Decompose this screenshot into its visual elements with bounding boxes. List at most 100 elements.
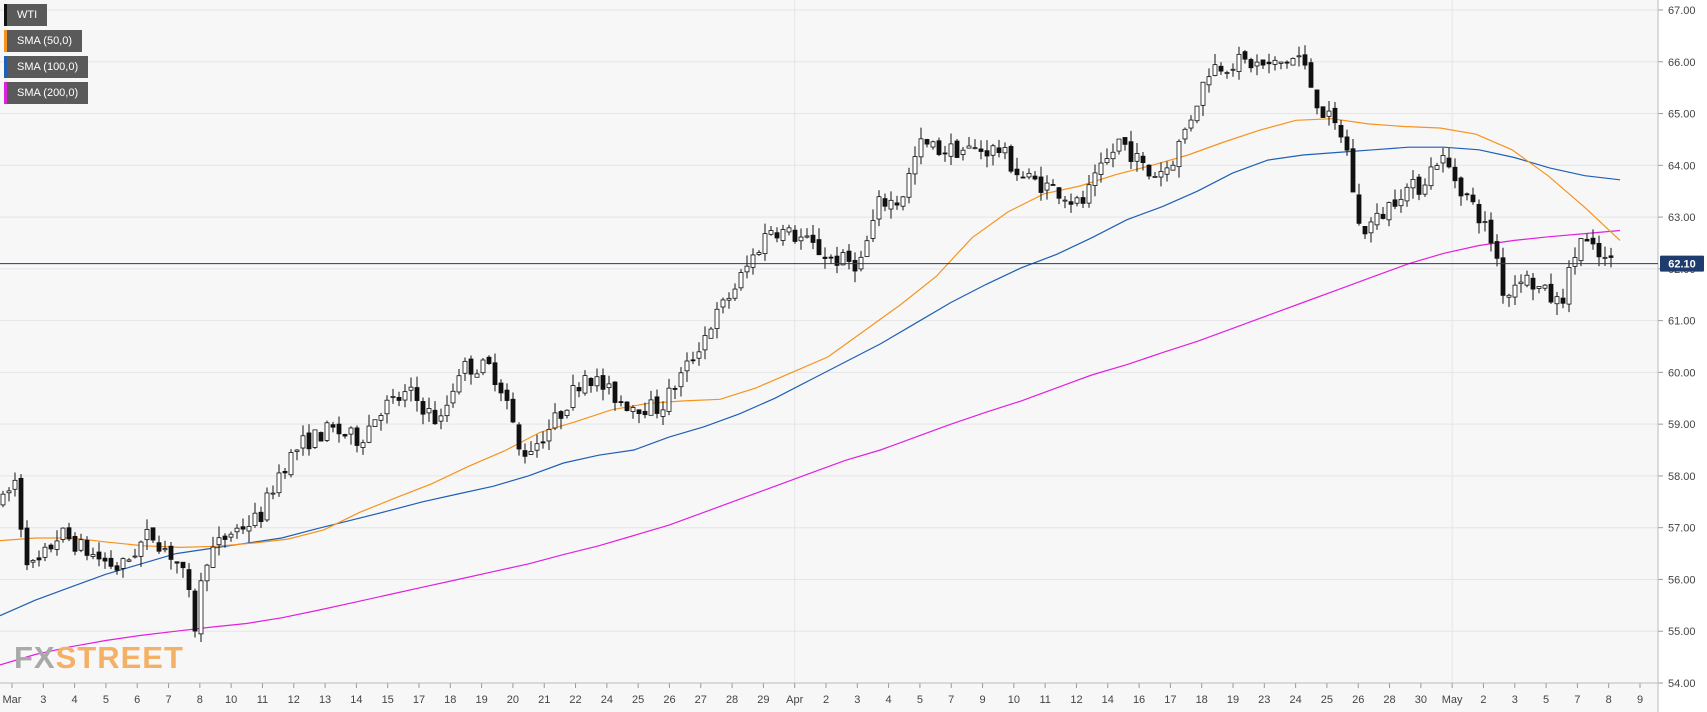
candle-body: [444, 404, 450, 417]
candle-body: [144, 529, 150, 541]
x-tick-label: 3: [854, 694, 860, 706]
sma100-line: [0, 146, 1621, 617]
x-tick-label: 10: [225, 694, 237, 706]
candle-body: [924, 139, 930, 145]
x-tick-label: 18: [444, 694, 456, 706]
candle-body: [816, 239, 822, 256]
candle-body: [228, 533, 234, 538]
legend-swatch-sma50: [4, 30, 7, 52]
candle-body: [1182, 128, 1188, 140]
candle-body: [1416, 176, 1422, 195]
candle-body: [78, 539, 84, 551]
x-tick-label: 8: [197, 694, 203, 706]
candle-body: [1212, 64, 1218, 76]
candle-body: [786, 227, 792, 233]
candle-body: [342, 434, 348, 437]
candle-body: [600, 375, 606, 390]
candle-body: [672, 388, 678, 390]
y-tick-label: 59.00: [1668, 419, 1696, 431]
y-tick-label: 63.00: [1668, 212, 1696, 224]
candle-body: [648, 399, 654, 416]
candle-body: [1116, 138, 1122, 152]
candle-body: [852, 259, 858, 272]
sma50-line: [0, 118, 1621, 549]
candle-body: [1518, 281, 1524, 285]
candle-body: [744, 265, 750, 273]
candle-body: [798, 236, 804, 242]
candle-body: [1164, 167, 1170, 175]
candle-body: [312, 429, 318, 448]
y-tick-label: 65.00: [1668, 109, 1696, 121]
candle-body: [1536, 286, 1542, 289]
candle-body: [756, 252, 762, 255]
candle-body: [804, 235, 810, 238]
candle-body: [1176, 140, 1182, 168]
candle-body: [1002, 147, 1008, 154]
candle-body: [942, 152, 948, 155]
candle-body: [1542, 284, 1548, 289]
candle-body: [294, 449, 300, 452]
candle-body: [1320, 106, 1326, 118]
candle-body: [726, 297, 732, 301]
x-tick-label: 9: [979, 694, 985, 706]
candle-body: [1590, 237, 1596, 245]
candle-body: [510, 398, 516, 423]
x-tick-label: Apr: [786, 694, 803, 706]
candle-body: [1062, 199, 1068, 202]
candle-body: [966, 145, 972, 149]
x-tick-label: 4: [886, 694, 892, 706]
candle-body: [1284, 61, 1290, 64]
watermark-fx: FX: [14, 640, 56, 675]
x-tick-label: 6: [134, 694, 140, 706]
candle-body: [582, 375, 588, 394]
candle-body: [1326, 110, 1332, 117]
candle-body: [1578, 238, 1584, 262]
candle-body: [348, 427, 354, 435]
candle-body: [1602, 256, 1608, 259]
candle-body: [456, 375, 462, 393]
candle-body: [156, 542, 162, 552]
candle-body: [138, 541, 144, 557]
candle-body: [366, 425, 372, 443]
x-tick-label: 7: [1574, 694, 1580, 706]
x-tick-label: 21: [538, 694, 550, 706]
candle-body: [114, 565, 120, 571]
candle-body: [498, 382, 504, 394]
candle-body: [1386, 202, 1392, 221]
candle-body: [1302, 54, 1308, 66]
candle-body: [24, 527, 30, 566]
legend-item-symbol[interactable]: WTI: [4, 4, 48, 26]
legend-item-sma100[interactable]: SMA (100,0): [4, 56, 89, 78]
candle-body: [1434, 165, 1440, 170]
candle-body: [1272, 59, 1278, 65]
candle-body: [318, 432, 324, 442]
candle-body: [1230, 68, 1236, 71]
candle-body: [654, 396, 660, 414]
candle-body: [108, 557, 114, 567]
candle-body: [792, 229, 798, 242]
legend-item-sma50[interactable]: SMA (50,0): [4, 30, 83, 52]
y-tick-label: 60.00: [1668, 367, 1696, 379]
candle-body: [402, 391, 408, 401]
candle-body: [858, 256, 864, 270]
legend-swatch-symbol: [4, 4, 7, 26]
y-tick-label: 57.00: [1668, 523, 1696, 535]
x-tick-label: 4: [72, 694, 78, 706]
x-tick-label: 5: [917, 694, 923, 706]
x-tick-label: 20: [507, 694, 519, 706]
candle-body: [270, 492, 276, 495]
candle-body: [1038, 176, 1044, 193]
legend-item-sma200[interactable]: SMA (200,0): [4, 82, 89, 104]
candle-body: [90, 554, 96, 557]
candle-body: [702, 335, 708, 351]
last-price-badge: [1660, 255, 1704, 272]
candle-body: [618, 401, 624, 403]
candle-body: [1236, 53, 1242, 72]
candle-body: [684, 360, 690, 372]
candle-body: [1296, 55, 1302, 58]
candle-body: [1248, 59, 1254, 69]
candle-body: [246, 526, 252, 532]
last-price-label: 62.10: [1668, 259, 1696, 271]
